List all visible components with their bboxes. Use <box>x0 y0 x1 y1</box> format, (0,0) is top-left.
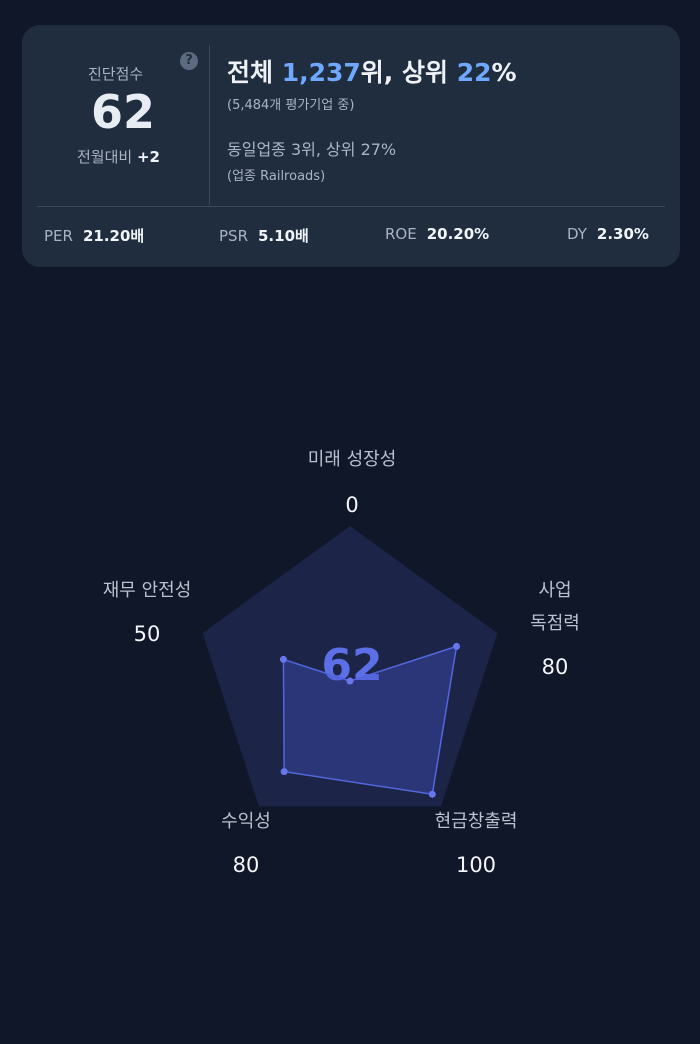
axis-value: 80 <box>233 853 260 877</box>
metric-value: 21.20배 <box>82 227 145 245</box>
axis-label: 사업 <box>538 580 571 601</box>
radar-point <box>346 677 354 685</box>
page: {"summary": { "score_label": "진단점수", "sc… <box>22 25 680 877</box>
metric-value: 2.30% <box>596 225 649 243</box>
change-value: +2 <box>136 148 160 166</box>
axis-label: 독점력 <box>530 613 580 634</box>
industry-note: (업종 Railroads) <box>227 169 326 184</box>
text: 위, 상위 <box>360 58 457 87</box>
overall-rank: 전체 1,237위, 상위 22% <box>227 53 517 89</box>
axis-value: 50 <box>134 622 161 646</box>
rank: 1,237 <box>281 58 361 87</box>
change: 전월대비 +2 <box>77 146 160 167</box>
metric: PSR 5.10배 <box>219 225 309 246</box>
help-icon[interactable]: ? <box>180 52 198 70</box>
metric: DY 2.30% <box>567 225 649 243</box>
divider <box>209 45 210 205</box>
metric-label: DY <box>567 225 587 243</box>
change-label: 전월대비 <box>77 148 133 166</box>
score-label: 진단점수 <box>88 65 144 83</box>
radar-point <box>279 655 287 663</box>
axis-label: 수익성 <box>221 811 271 832</box>
radar-point <box>428 790 436 798</box>
axis-value: 0 <box>345 493 358 517</box>
axis-value: 80 <box>542 655 569 679</box>
metric-label: PER <box>44 227 73 245</box>
score: 62 <box>90 85 155 139</box>
divider <box>37 206 665 207</box>
metric: ROE 20.20% <box>385 225 489 243</box>
metric-value: 5.10배 <box>258 227 309 245</box>
axis-value: 100 <box>456 853 496 877</box>
metric-label: PSR <box>219 227 248 245</box>
metric-value: 20.20% <box>426 225 490 243</box>
metric-label: ROE <box>385 225 417 243</box>
radar-frame <box>202 526 498 807</box>
axis-label: 현금창출력 <box>435 811 518 832</box>
text: % <box>491 58 517 87</box>
axis-label: 재무 안전성 <box>103 580 192 601</box>
text: 전체 <box>227 58 282 87</box>
percent: 22 <box>456 58 492 87</box>
overall-note: (5,484개 평가기업 중) <box>227 98 355 113</box>
metric: PER 21.20배 <box>44 225 144 246</box>
industry-rank: 동일업종 3위, 상위 27% <box>227 140 397 159</box>
summary-card: 진단점수 ? 62 전월대비 +2 전체 1,237위, 상위 22% (5,4… <box>22 25 680 267</box>
axis-label: 미래 성장성 <box>308 449 397 470</box>
radar-point <box>453 642 461 650</box>
